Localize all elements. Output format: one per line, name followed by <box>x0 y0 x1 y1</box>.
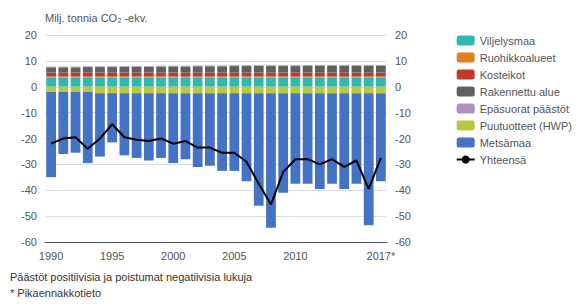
svg-text:-30: -30 <box>395 158 411 170</box>
svg-text:-20: -20 <box>21 133 37 145</box>
svg-text:2010: 2010 <box>283 250 307 262</box>
svg-text:Viljelysmaa: Viljelysmaa <box>480 35 536 47</box>
svg-text:1990: 1990 <box>39 250 63 262</box>
svg-text:0: 0 <box>31 81 37 93</box>
svg-text:Rakennettu alue: Rakennettu alue <box>480 86 560 98</box>
svg-text:0: 0 <box>395 81 401 93</box>
svg-text:Päästöt positiivisia ja poistu: Päästöt positiivisia ja poistumat negati… <box>10 271 253 283</box>
svg-text:-20: -20 <box>395 133 411 145</box>
svg-text:-60: -60 <box>21 236 37 248</box>
svg-text:* Pikaennakkotieto: * Pikaennakkotieto <box>10 287 101 299</box>
svg-text:Metsämaa: Metsämaa <box>480 137 532 149</box>
svg-text:Yhteensä: Yhteensä <box>480 154 527 166</box>
svg-text:-10: -10 <box>395 107 411 119</box>
svg-text:Kosteikot: Kosteikot <box>480 69 525 81</box>
svg-text:10: 10 <box>25 55 37 67</box>
svg-text:-40: -40 <box>395 184 411 196</box>
svg-text:Puutuotteet (HWP): Puutuotteet (HWP) <box>480 120 572 132</box>
svg-text:2017*: 2017* <box>367 250 396 262</box>
svg-text:-60: -60 <box>395 236 411 248</box>
svg-text:Epäsuorat päästöt: Epäsuorat päästöt <box>480 103 569 115</box>
svg-text:Ruohikkoalueet: Ruohikkoalueet <box>480 52 556 64</box>
svg-text:10: 10 <box>395 55 407 67</box>
svg-text:-50: -50 <box>21 210 37 222</box>
svg-text:-50: -50 <box>395 210 411 222</box>
svg-text:2005: 2005 <box>222 250 246 262</box>
svg-text:20: 20 <box>395 29 407 41</box>
svg-text:1995: 1995 <box>100 250 124 262</box>
svg-text:2000: 2000 <box>161 250 185 262</box>
svg-text:Milj. tonnia CO₂ -ekv.: Milj. tonnia CO₂ -ekv. <box>45 12 147 24</box>
svg-text:20: 20 <box>25 29 37 41</box>
svg-text:-30: -30 <box>21 158 37 170</box>
svg-text:-10: -10 <box>21 107 37 119</box>
svg-text:-40: -40 <box>21 184 37 196</box>
